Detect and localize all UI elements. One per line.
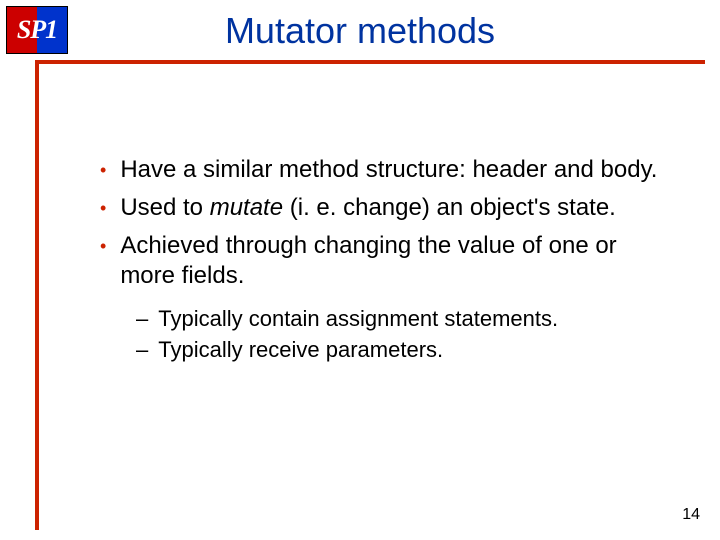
bullet-text: Achieved through changing the value of o… [120,231,660,291]
vertical-rule [35,60,39,530]
bullet-marker: – [136,305,148,334]
bullet-marker: – [136,336,148,365]
list-item: • Have a similar method structure: heade… [100,155,660,185]
list-item: • Achieved through changing the value of… [100,231,660,291]
page-number: 14 [682,506,700,524]
list-item: • Used to mutate (i. e. change) an objec… [100,193,660,223]
bullet-marker: • [100,193,106,223]
slide-title: Mutator methods [0,10,720,52]
bullet-text: Used to mutate (i. e. change) an object'… [120,193,660,223]
bullet-text: Typically receive parameters. [158,336,660,365]
bullet-text: Have a similar method structure: header … [120,155,660,185]
slide-content: • Have a similar method structure: heade… [100,155,660,366]
bullet-marker: • [100,155,106,185]
bullet-text: Typically contain assignment statements. [158,305,660,334]
horizontal-rule [35,60,705,64]
bullet-marker: • [100,231,106,261]
list-item-sub: – Typically contain assignment statement… [136,305,660,334]
list-item-sub: – Typically receive parameters. [136,336,660,365]
